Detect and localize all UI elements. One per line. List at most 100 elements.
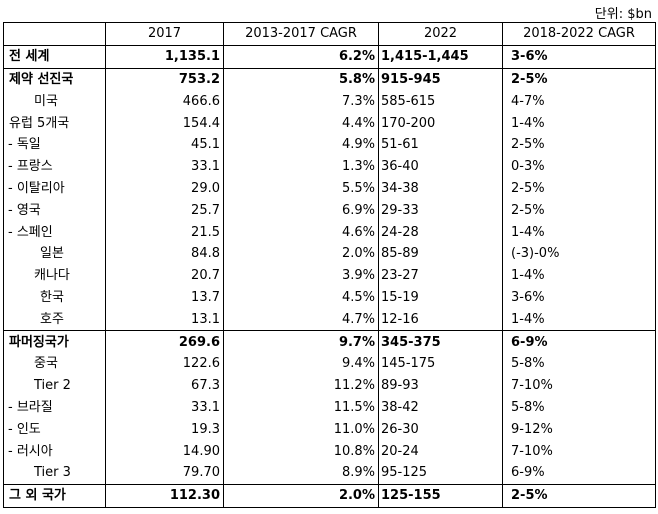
cagr-2013-2017-cell: 1.3% — [223, 155, 379, 178]
cagr-2018-2022-cell: 5-8% — [502, 396, 656, 419]
table-row: 유럽 5개국 154.4 4.4% 170-200 1-4% — [3, 112, 656, 134]
header-cell: 2018-2022 CAGR — [502, 22, 656, 46]
cagr-2018-2022-cell: 6-9% — [502, 330, 656, 353]
cagr-2018-2022-cell: 4-7% — [502, 90, 656, 113]
cagr-2013-2017-cell: 11.0% — [223, 418, 379, 441]
cagr-2013-2017-cell: 4.7% — [223, 308, 379, 331]
value-2022-cell: 34-38 — [378, 177, 503, 200]
cagr-2018-2022-cell: 7-10% — [502, 374, 656, 397]
value-2022-cell: 145-175 — [378, 352, 503, 375]
cagr-2013-2017-cell: 2.0% — [223, 483, 379, 508]
value-2022-cell: 51-61 — [378, 133, 503, 156]
table-row: Tier 2 67.3 11.2% 89-93 7-10% — [3, 374, 656, 397]
table-row: - 브라질 33.1 11.5% 38-42 5-8% — [3, 396, 656, 419]
value-2017-cell: 20.7 — [105, 264, 224, 287]
value-2017-cell: 753.2 — [105, 67, 224, 91]
table-row: - 독일 45.1 4.9% 51-61 2-5% — [3, 133, 656, 156]
cagr-2018-2022-cell: 3-6% — [502, 44, 656, 69]
cagr-2013-2017-cell: 6.9% — [223, 199, 379, 222]
row-name-cell: 일본 — [3, 242, 106, 265]
cagr-2013-2017-cell: 8.9% — [223, 461, 379, 485]
header-cell: 2017 — [105, 22, 224, 46]
cagr-2013-2017-cell: 9.4% — [223, 352, 379, 375]
value-2017-cell: 1,135.1 — [105, 44, 224, 69]
row-name-cell: Tier 2 — [3, 374, 106, 397]
value-2022-cell: 20-24 — [378, 440, 503, 462]
cagr-2018-2022-cell: 2-5% — [502, 133, 656, 156]
row-name-cell: 미국 — [3, 90, 106, 113]
value-2017-cell: 33.1 — [105, 396, 224, 419]
cagr-2013-2017-cell: 6.2% — [223, 44, 379, 69]
cagr-2013-2017-cell: 11.5% — [223, 396, 379, 419]
cagr-2013-2017-cell: 5.5% — [223, 177, 379, 200]
value-2022-cell: 345-375 — [378, 330, 503, 353]
row-name-cell: 호주 — [3, 308, 106, 331]
row-name-cell: - 이탈리아 — [3, 177, 106, 200]
value-2022-cell: 26-30 — [378, 418, 503, 441]
value-2017-cell: 112.30 — [105, 483, 224, 508]
table-row: 그 외 국가 112.30 2.0% 125-155 2-5% — [3, 483, 656, 508]
value-2022-cell: 170-200 — [378, 112, 503, 134]
value-2022-cell: 24-28 — [378, 221, 503, 243]
row-name-cell: - 인도 — [3, 418, 106, 441]
cagr-2018-2022-cell: 2-5% — [502, 177, 656, 200]
cagr-2013-2017-cell: 3.9% — [223, 264, 379, 287]
value-2017-cell: 29.0 — [105, 177, 224, 200]
header-row: 2017 2013-2017 CAGR 2022 2018-2022 CAGR — [3, 22, 656, 46]
cagr-2013-2017-cell: 2.0% — [223, 242, 379, 265]
table-row: 일본 84.8 2.0% 85-89 (-3)-0% — [3, 242, 656, 265]
row-name-cell: 전 세계 — [3, 44, 106, 69]
cagr-2018-2022-cell: 1-4% — [502, 264, 656, 287]
value-2022-cell: 585-615 — [378, 90, 503, 113]
header-cell — [3, 22, 106, 46]
row-name-cell: - 브라질 — [3, 396, 106, 419]
row-name-cell: - 프랑스 — [3, 155, 106, 178]
row-name-cell: - 영국 — [3, 199, 106, 222]
row-name-cell: 한국 — [3, 286, 106, 309]
table-row: 파머징국가 269.6 9.7% 345-375 6-9% — [3, 330, 656, 353]
value-2017-cell: 269.6 — [105, 330, 224, 353]
cagr-2018-2022-cell: 1-4% — [502, 112, 656, 134]
table-row: 미국 466.6 7.3% 585-615 4-7% — [3, 90, 656, 113]
value-2017-cell: 21.5 — [105, 221, 224, 243]
table-row: 중국 122.6 9.4% 145-175 5-8% — [3, 352, 656, 375]
table-row: 제약 선진국 753.2 5.8% 915-945 2-5% — [3, 67, 656, 91]
value-2017-cell: 45.1 — [105, 133, 224, 156]
cagr-2018-2022-cell: 1-4% — [502, 221, 656, 243]
pharma-market-table: 2017 2013-2017 CAGR 2022 2018-2022 CAGR … — [3, 22, 656, 508]
value-2022-cell: 38-42 — [378, 396, 503, 419]
value-2017-cell: 14.90 — [105, 440, 224, 462]
value-2022-cell: 12-16 — [378, 308, 503, 331]
cagr-2018-2022-cell: 3-6% — [502, 286, 656, 309]
row-name-cell: - 스페인 — [3, 221, 106, 243]
value-2017-cell: 67.3 — [105, 374, 224, 397]
cagr-2013-2017-cell: 4.4% — [223, 112, 379, 134]
table-row: 캐나다 20.7 3.9% 23-27 1-4% — [3, 264, 656, 287]
row-name-cell: 그 외 국가 — [3, 483, 106, 508]
value-2017-cell: 122.6 — [105, 352, 224, 375]
cagr-2013-2017-cell: 7.3% — [223, 90, 379, 113]
value-2022-cell: 915-945 — [378, 67, 503, 91]
cagr-2013-2017-cell: 9.7% — [223, 330, 379, 353]
value-2022-cell: 15-19 — [378, 286, 503, 309]
value-2017-cell: 13.1 — [105, 308, 224, 331]
row-name-cell: 중국 — [3, 352, 106, 375]
cagr-2013-2017-cell: 10.8% — [223, 440, 379, 462]
value-2022-cell: 29-33 — [378, 199, 503, 222]
cagr-2018-2022-cell: (-3)-0% — [502, 242, 656, 265]
row-name-cell: 캐나다 — [3, 264, 106, 287]
row-name-cell: 제약 선진국 — [3, 67, 106, 91]
cagr-2013-2017-cell: 11.2% — [223, 374, 379, 397]
cagr-2018-2022-cell: 6-9% — [502, 461, 656, 485]
value-2017-cell: 84.8 — [105, 242, 224, 265]
table-row: - 이탈리아 29.0 5.5% 34-38 2-5% — [3, 177, 656, 200]
row-name-cell: - 독일 — [3, 133, 106, 156]
value-2017-cell: 33.1 — [105, 155, 224, 178]
row-name-cell: Tier 3 — [3, 461, 106, 485]
value-2022-cell: 36-40 — [378, 155, 503, 178]
cagr-2018-2022-cell: 5-8% — [502, 352, 656, 375]
table-row: - 영국 25.7 6.9% 29-33 2-5% — [3, 199, 656, 222]
cagr-2018-2022-cell: 2-5% — [502, 67, 656, 91]
cagr-2018-2022-cell: 1-4% — [502, 308, 656, 331]
table-row: - 러시아 14.90 10.8% 20-24 7-10% — [3, 440, 656, 462]
